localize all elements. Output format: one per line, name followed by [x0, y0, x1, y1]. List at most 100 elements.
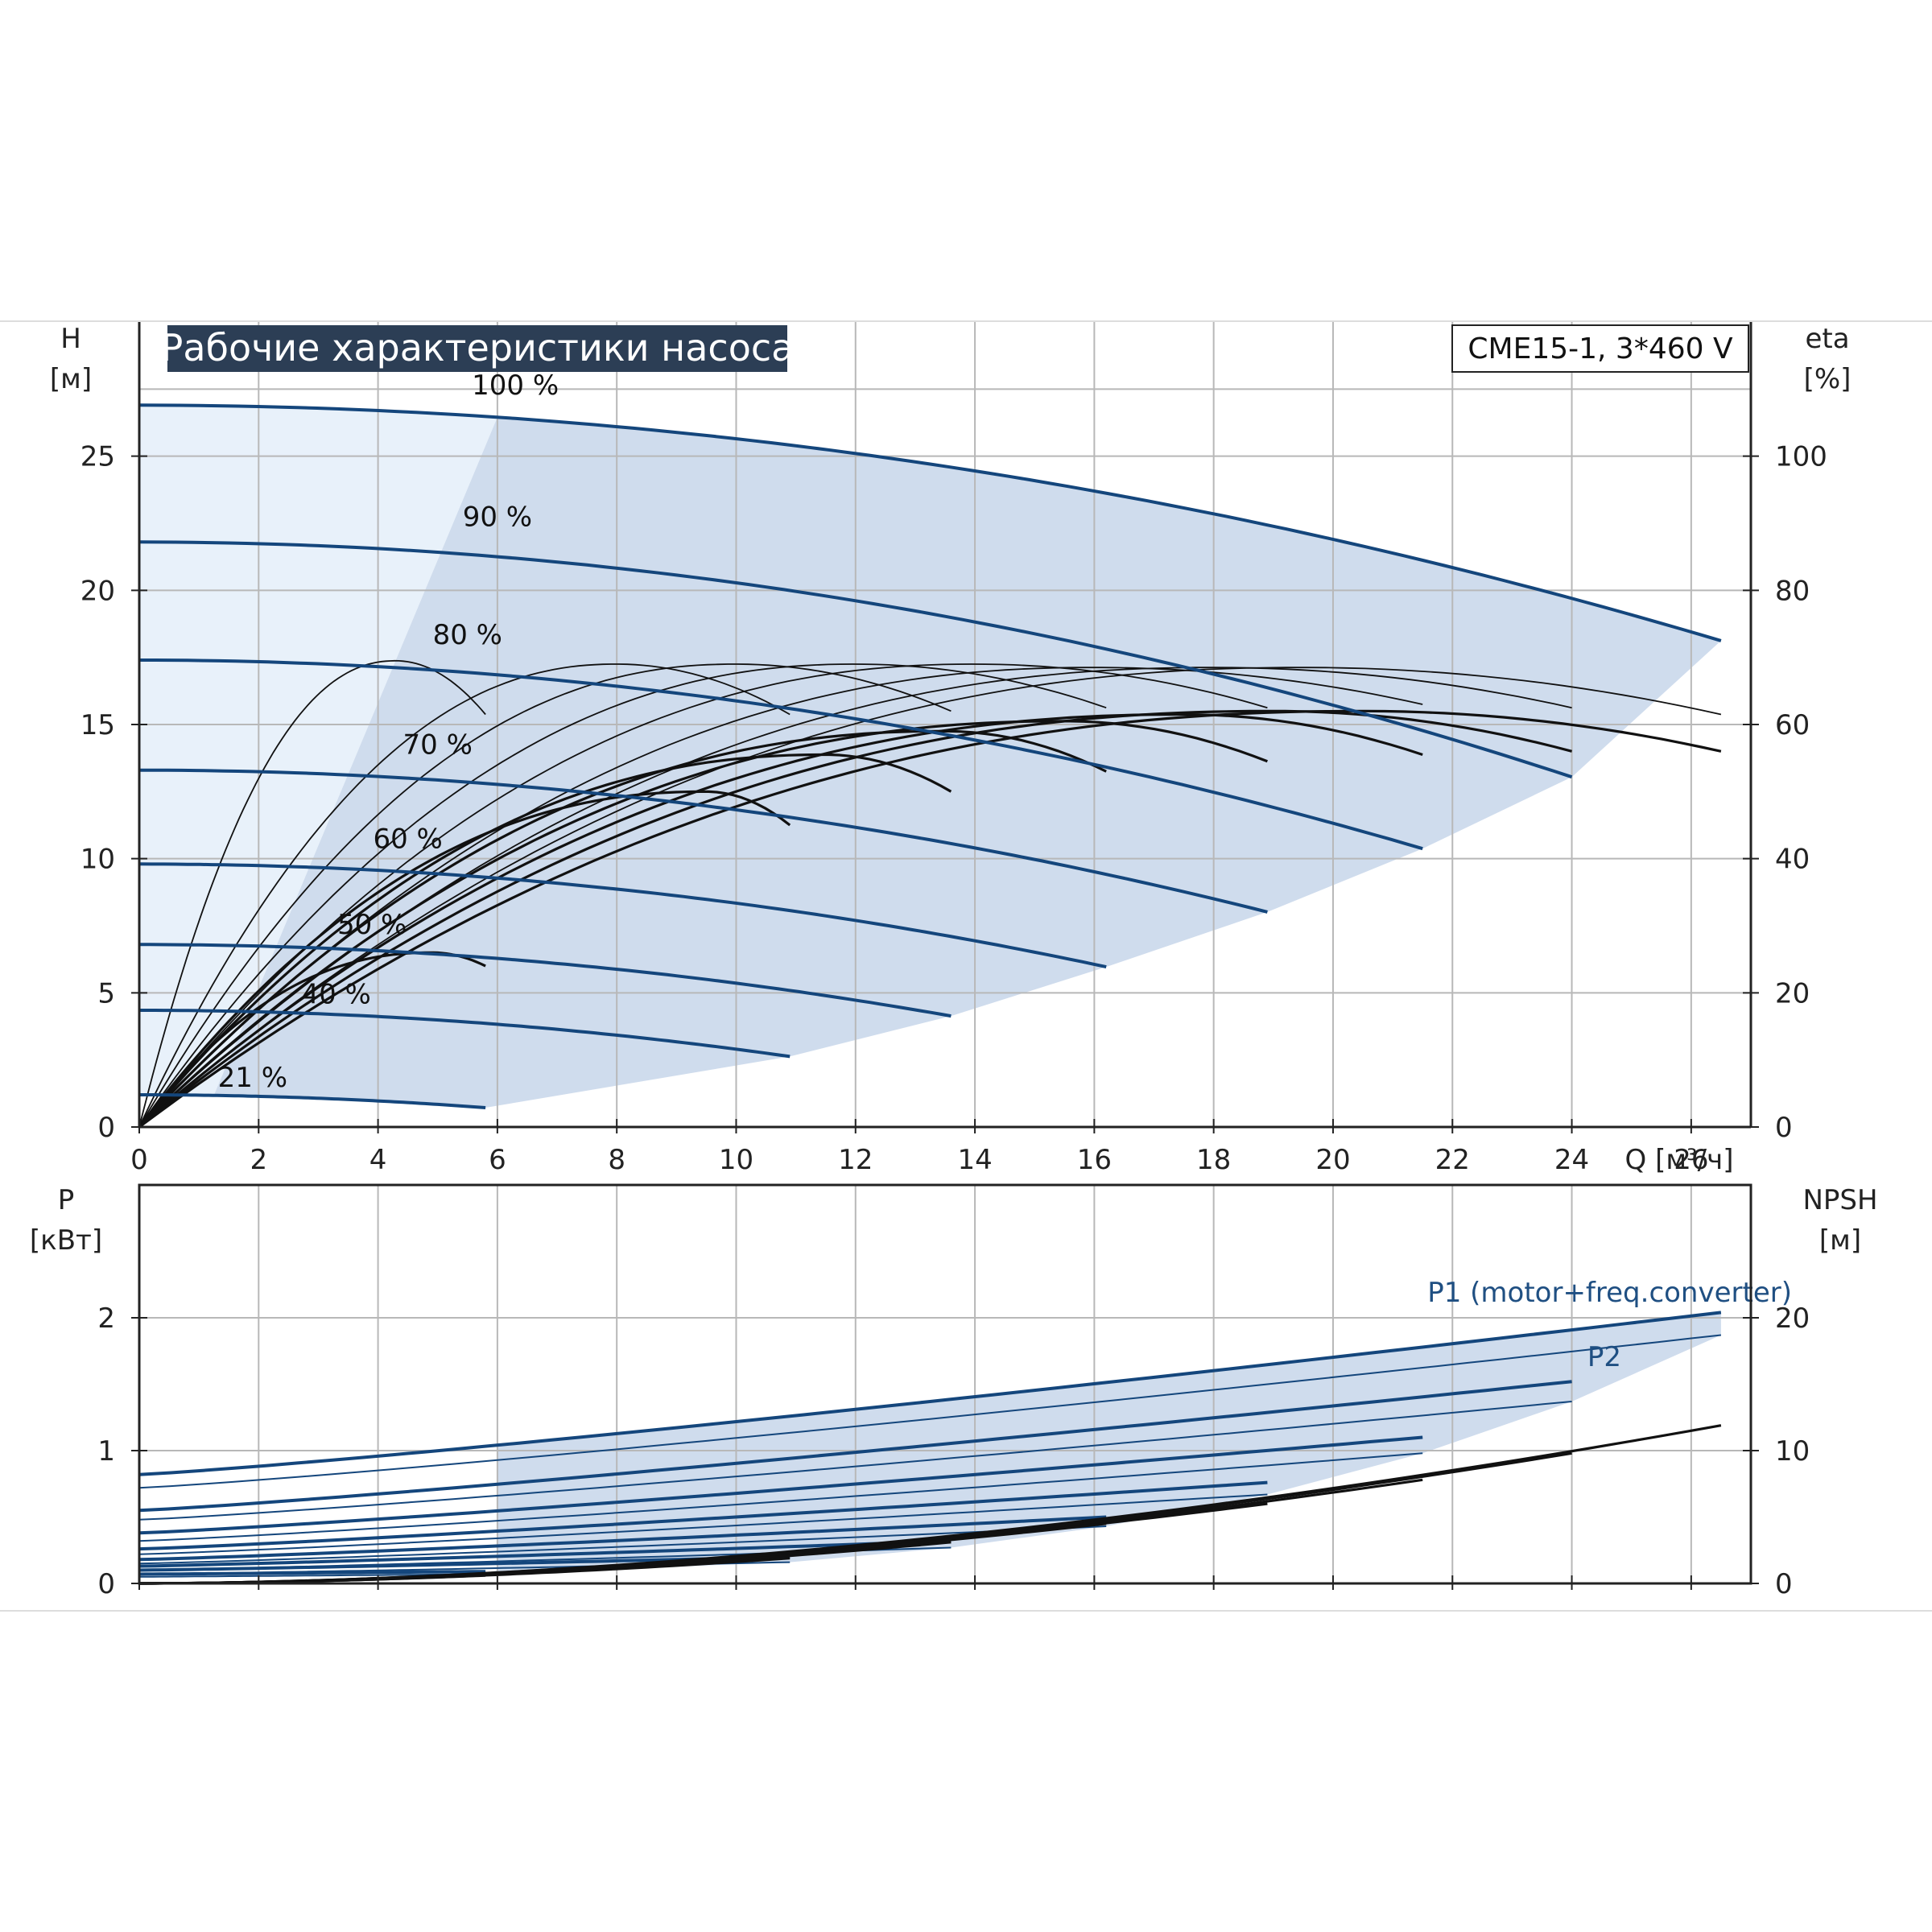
x-tick-label: 22	[1435, 1144, 1470, 1176]
x-tick-label: 8	[608, 1144, 625, 1176]
head-curve	[138, 403, 1722, 642]
power-grid	[139, 1185, 1751, 1583]
head-curve	[139, 1093, 486, 1109]
y-tick-label: 25	[80, 441, 115, 473]
x-tick-label: 6	[489, 1144, 506, 1176]
efficiency-curve	[138, 667, 1722, 1128]
p1-curve	[138, 1311, 1722, 1476]
efficiency-curve	[138, 709, 1573, 1129]
x-tick-label: 10	[719, 1144, 753, 1176]
head-operating-area	[139, 405, 1721, 1108]
p2-curve	[138, 1525, 1107, 1565]
p1-curve	[138, 1570, 486, 1576]
npsh-axis-label: [м]	[1819, 1224, 1861, 1257]
efficiency-curve	[138, 663, 1107, 1128]
head-efficiency-panel: 0 2 4 6 8 10 12 14 16 18 20 22 24 2605101520250204060…	[50, 322, 1852, 1176]
x-tick-label: 14	[957, 1144, 992, 1176]
power-tick-label: 2	[97, 1302, 115, 1335]
power-panel-frame	[138, 1183, 1752, 1585]
speed-label: 80 %	[433, 619, 502, 651]
head-curve	[138, 540, 1573, 779]
y-tick-label: 20	[80, 575, 115, 607]
eta-tick-label: 20	[1775, 977, 1810, 1009]
efficiency-curve	[138, 663, 952, 1128]
speed-label: 100 %	[472, 369, 559, 402]
head-curve	[138, 862, 1107, 969]
speed-label: 70 %	[403, 729, 473, 762]
power-axis-label: [кВт]	[30, 1224, 102, 1257]
x-tick-label: 24	[1554, 1144, 1589, 1176]
p2-series-label: P2	[1587, 1341, 1621, 1373]
efficiency-curve	[138, 663, 791, 1128]
eta-axis-label: [%]	[1804, 363, 1852, 395]
eta-tick-label: 0	[1775, 1112, 1793, 1144]
eta-tick-label: 60	[1775, 709, 1810, 741]
title-box: Рабочие характеристики насоса	[161, 325, 795, 372]
x-tick-label: 4	[369, 1144, 387, 1176]
speed-label: 40 %	[301, 979, 370, 1011]
efficiency-curve	[138, 720, 1268, 1129]
power-npsh-panel: P1 (motor+freq.converter)P2 01201020P[кВ…	[30, 1183, 1878, 1600]
p2-curve	[138, 1452, 1423, 1542]
head-curve	[139, 943, 952, 1018]
y-tick-label: 15	[80, 709, 115, 741]
p2-curve	[138, 1493, 1268, 1555]
y-tick-label: 10	[80, 844, 115, 876]
eta-tick-label: 80	[1775, 575, 1810, 607]
low-flow-area	[139, 405, 497, 1096]
model-background	[1451, 324, 1749, 373]
npsh-tick-label: 0	[1775, 1568, 1793, 1600]
x-tick-label: 0	[130, 1144, 148, 1176]
npsh-axis-label: NPSH	[1802, 1184, 1877, 1216]
p2-curve	[138, 1334, 1722, 1489]
x-tick-label: 12	[838, 1144, 873, 1176]
head-curve	[139, 768, 1268, 914]
head-axis-label: H	[60, 323, 81, 355]
efficiency-curve	[138, 659, 486, 1128]
model-label: CME15-1, 3*460 V	[1468, 332, 1733, 365]
p2-curve	[138, 1401, 1572, 1521]
head-curve	[139, 1009, 791, 1059]
efficiency-curve	[138, 790, 791, 1128]
speed-label: 21 %	[218, 1062, 287, 1094]
eta-tick-label: 100	[1775, 441, 1827, 473]
p1-curve	[138, 1515, 1107, 1562]
head-curves	[138, 403, 1722, 1109]
x-tick-label: 2	[250, 1144, 267, 1176]
eta-tick-label: 40	[1775, 844, 1810, 876]
x-tick-label: 20	[1315, 1144, 1350, 1176]
speed-label: 50 %	[337, 909, 407, 941]
npsh-tick-label: 20	[1775, 1302, 1810, 1335]
p2-curve	[138, 1573, 486, 1578]
power-panel-border	[138, 1183, 1752, 1585]
speed-labels: 100 % 90 % 80 % 70 % 60 % 50 % 40 % 21 %	[218, 369, 559, 1094]
title-background	[167, 325, 787, 372]
y-tick-label: 5	[97, 977, 115, 1009]
speed-label: 90 %	[463, 501, 532, 533]
power-operating-area	[485, 1312, 1721, 1575]
x-tick-label: 26	[1674, 1144, 1708, 1176]
head-panel-ticks: 0 2 4 6 8 10 12 14 16 18 20 22 24 2605101520250204060…	[50, 323, 1852, 1176]
y-tick-label: 0	[97, 1112, 115, 1144]
x-axis-label: Q [м³/ч]	[1625, 1144, 1734, 1176]
speed-label: 60 %	[373, 823, 442, 855]
p1-series-label: P1 (motor+freq.converter)	[1427, 1277, 1792, 1309]
head-curve	[139, 658, 1423, 851]
eta-axis-label: eta	[1805, 323, 1849, 355]
x-tick-label: 18	[1196, 1144, 1231, 1176]
power-operating-area	[485, 1312, 1721, 1575]
power-curves: P1 (motor+freq.converter) P2	[138, 1277, 1792, 1585]
power-axis-label: P	[58, 1184, 75, 1216]
p1-curve	[138, 1435, 1423, 1535]
x-tick-label: 16	[1077, 1144, 1112, 1176]
p1-curve	[138, 1380, 1572, 1513]
power-tick-label: 1	[97, 1435, 115, 1468]
chart-title: Рабочие характеристики насоса	[161, 326, 795, 369]
model-box: CME15-1, 3*460 V	[1451, 324, 1749, 373]
head-axis-label: [м]	[50, 363, 92, 395]
efficiency-curve	[138, 709, 1722, 1129]
power-tick-label: 0	[97, 1568, 115, 1600]
p1-curve	[138, 1539, 952, 1568]
